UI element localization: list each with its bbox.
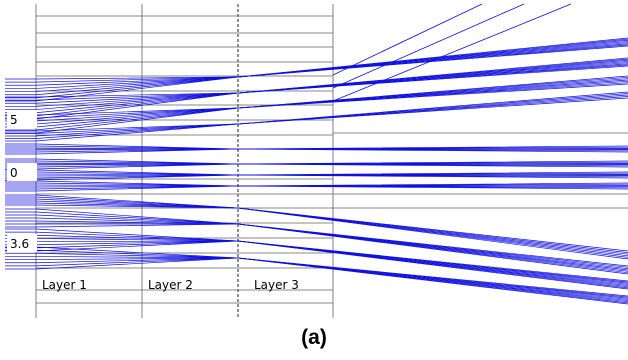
ray-line <box>5 257 628 305</box>
ray-line <box>5 257 628 301</box>
source-label-3-6: 3.6 <box>7 234 37 252</box>
ray-line <box>332 3 572 102</box>
ray-line <box>5 257 628 304</box>
figure-caption: (a) <box>301 326 327 349</box>
source-label-0-text: 0 <box>10 166 18 180</box>
ray-line <box>5 185 628 192</box>
ray-line <box>5 148 628 155</box>
ray-line <box>5 58 628 101</box>
ray-line <box>5 204 628 260</box>
ray-line <box>5 240 628 290</box>
source-label-0: 0 <box>7 163 37 181</box>
ray-line <box>5 65 628 120</box>
ray-line <box>5 37 628 80</box>
ray-line <box>5 83 628 134</box>
source-label-3-6-text: 3.6 <box>10 237 29 251</box>
ray-line <box>332 3 525 89</box>
ray-line <box>5 220 628 272</box>
ray-line <box>5 97 628 142</box>
source-label-5: 5 <box>7 110 37 128</box>
layer-3-label: Layer 3 <box>254 278 299 292</box>
ray-line <box>5 223 628 275</box>
layer-2-label: Layer 2 <box>148 278 193 292</box>
source-label-5-text: 5 <box>10 113 18 127</box>
ray-line <box>5 45 628 102</box>
ray-line <box>5 257 628 303</box>
ray-bundles <box>5 3 628 305</box>
layer-1-label: Layer 1 <box>42 278 87 292</box>
ray-trace-diagram: 5 0 3.6 Layer 1 Layer 2 Layer 3 <box>5 3 628 318</box>
ray-line <box>332 3 483 76</box>
